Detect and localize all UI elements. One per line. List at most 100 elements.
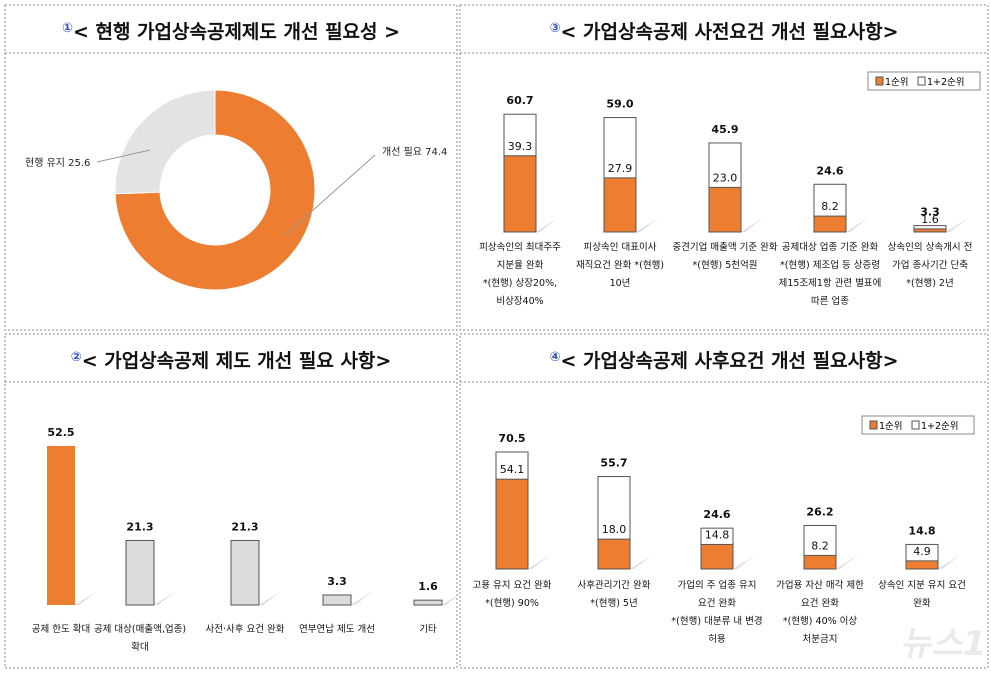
data-label: 21.3 <box>126 520 153 533</box>
data-label: 1.6 <box>418 580 438 593</box>
category-label: 공제 대상(매출액,업종) <box>94 623 186 635</box>
panel-title: ③< 가업상속공제 사전요건 개선 필요사항> <box>550 21 899 43</box>
bar <box>230 539 260 606</box>
data-label: 39.3 <box>508 140 533 153</box>
category-label: 연부연납 제도 개선 <box>299 624 375 635</box>
category-label: 사후관리기간 완화 <box>578 580 651 591</box>
category-label: 처분금지 <box>803 633 838 645</box>
category-label: 완화 <box>913 598 931 609</box>
bar-shadow <box>351 591 373 605</box>
bar-shadow <box>733 555 755 569</box>
data-label: 14.8 <box>908 524 935 537</box>
bar-shadow <box>630 555 652 569</box>
data-label: 27.9 <box>608 162 633 175</box>
category-label: 가업용 자산 매각 제한 <box>776 579 864 591</box>
bar-shadow <box>154 591 176 605</box>
watermark-logo: 뉴스1 <box>900 624 986 664</box>
donut-slice <box>114 89 216 195</box>
category-label: 사전·사후 요건 완화 <box>206 624 285 635</box>
category-label: 비상장40% <box>496 296 543 307</box>
bar <box>322 594 352 606</box>
category-label: 피상속인의 최대주주 <box>479 242 561 253</box>
bar <box>413 599 443 606</box>
category-label: 지분율 완화 <box>497 260 544 271</box>
slice-label: 현행 유지 25.6 <box>25 157 90 169</box>
data-label: 18.0 <box>602 523 627 536</box>
category-label: 상속인의 상속개시 전 <box>888 242 973 253</box>
data-label: 26.2 <box>806 506 833 519</box>
data-label: 23.0 <box>713 171 738 184</box>
category-label: *(현행) 40% 이상 <box>783 615 858 627</box>
panel-border <box>459 333 989 669</box>
bar-first <box>813 215 847 233</box>
bar-first <box>603 177 637 233</box>
legend-label: 1순위 <box>879 420 903 432</box>
data-label: 8.2 <box>821 200 839 213</box>
category-label: 제15조제1항 관련 별표에 <box>779 278 882 289</box>
panel-title: ①< 현행 가업상속공제제도 개선 필요성 > <box>62 21 400 43</box>
bar-first <box>803 554 837 570</box>
category-label: 허용 <box>708 634 726 645</box>
category-label: 요건 완화 <box>801 598 839 609</box>
data-label: 1.6 <box>921 213 939 226</box>
bar <box>47 445 75 605</box>
data-label: 14.8 <box>705 528 730 541</box>
panel-title: ④< 가업상속공제 사후요건 개선 필요사항> <box>550 350 899 372</box>
bar-first <box>913 228 947 233</box>
panel-border <box>4 4 458 331</box>
data-label: 59.0 <box>606 98 633 111</box>
bar-shadow <box>536 218 558 232</box>
bar-first <box>495 478 529 570</box>
category-label: *(현행) 5천억원 <box>693 259 758 271</box>
legend-swatch <box>911 420 920 430</box>
data-label: 4.9 <box>913 545 931 558</box>
category-label: 확대 <box>131 641 148 653</box>
data-label: 55.7 <box>600 457 627 470</box>
category-label: 가업의 주 업종 유지 <box>678 579 757 591</box>
bar-first <box>905 560 939 570</box>
category-label: *(현행) 제조업 등 상증령 <box>780 259 880 271</box>
data-label: 3.3 <box>920 206 940 219</box>
category-label: 고용 유지 요건 완화 <box>473 580 552 591</box>
panel-border <box>4 333 458 669</box>
data-label: 60.7 <box>506 94 533 107</box>
category-label: *(현행) 90% <box>485 597 539 609</box>
legend-label: 1+2순위 <box>927 76 965 88</box>
bar-shadow <box>442 591 464 605</box>
legend-label: 1+2순위 <box>921 420 959 432</box>
legend-swatch <box>869 420 878 430</box>
category-label: *(현행) 2년 <box>906 277 953 289</box>
bar-first <box>503 155 537 233</box>
slice-label: 개선 필요 74.4 <box>382 146 447 158</box>
category-label: 재직요건 완화 *(현행) <box>576 259 664 271</box>
category-label: 공제대상 업종 기준 완화 <box>782 241 879 253</box>
category-label: 요건 완화 <box>698 598 736 609</box>
category-label: *(현행) 5년 <box>590 597 637 609</box>
leader-line <box>284 154 376 236</box>
data-label: 54.1 <box>500 463 525 476</box>
data-label: 8.2 <box>811 539 829 552</box>
data-label: 45.9 <box>711 123 738 136</box>
data-label: 3.3 <box>327 575 347 588</box>
data-label: 70.5 <box>498 432 525 445</box>
category-label: 10년 <box>610 278 631 289</box>
donut-slice <box>114 89 316 291</box>
bar-shadow <box>259 591 281 605</box>
bar-shadow <box>741 218 763 232</box>
legend-swatch <box>917 76 926 86</box>
panel-border <box>459 4 989 331</box>
data-label: 24.6 <box>703 508 730 521</box>
legend-label: 1순위 <box>885 76 909 88</box>
category-label: *(현행) 대분류 내 변경 <box>671 615 762 627</box>
bar <box>125 539 155 606</box>
panel-title: ②< 가업상속공제 제도 개선 필요 사항> <box>71 350 392 372</box>
bar-shadow <box>938 555 960 569</box>
bar-shadow <box>636 218 658 232</box>
bar-first <box>708 186 742 233</box>
category-label: 피상속인 대표이사 <box>584 242 657 253</box>
bar-first <box>700 543 734 570</box>
category-label: *(현행) 상장20%, <box>483 277 557 289</box>
legend-swatch <box>875 76 884 86</box>
bar-shadow <box>75 591 97 605</box>
